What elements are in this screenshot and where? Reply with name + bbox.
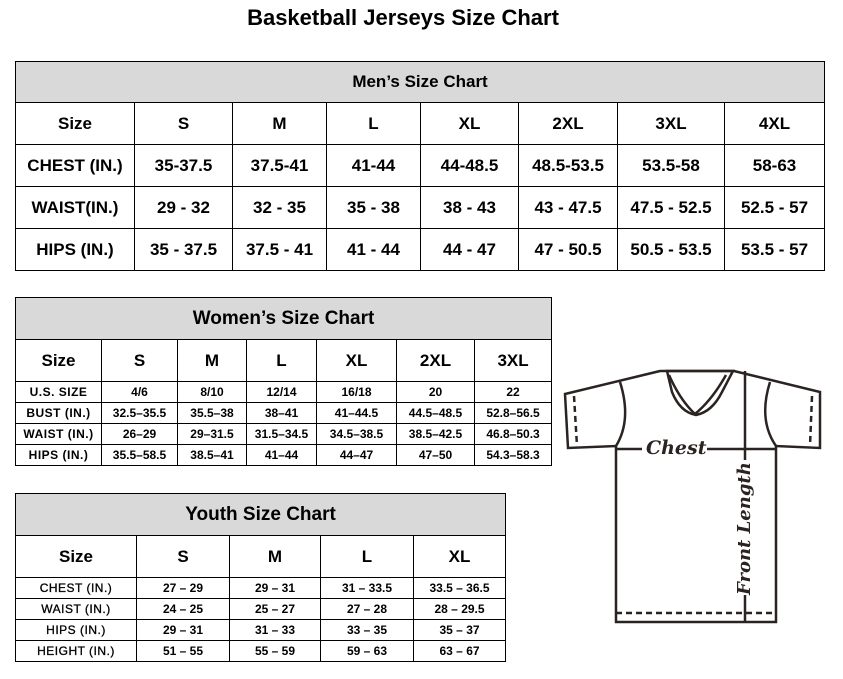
table-row: WAIST (IN.) 26–29 29–31.5 31.5–34.5 34.5–38.… [15, 423, 553, 445]
table-cell: 58-63 [723, 144, 826, 187]
table-cell: 55 – 59 [229, 640, 321, 662]
table-cell: 27 – 29 [136, 577, 230, 599]
row-label: BUST (IN.) [15, 402, 102, 424]
table-heading: Men’s Size Chart [14, 61, 826, 103]
table-row: CHEST (IN.) 35-37.5 37.5-41 41-44 44-48.5 48.… [15, 144, 826, 187]
table-cell: 31 – 33 [229, 619, 321, 641]
row-label: CHEST (IN.) [15, 144, 135, 187]
column-header: L [326, 102, 421, 145]
table-cell: 59 – 63 [320, 640, 414, 662]
table-cell: 37.5 - 41 [232, 228, 327, 271]
row-label: WAIST(IN.) [15, 186, 135, 229]
row-label: HIPS (IN.) [15, 444, 102, 466]
column-header: XL [412, 535, 507, 578]
table-cell: 35.5–38 [177, 402, 247, 424]
table-cell: 44-48.5 [420, 144, 519, 187]
table-cell: 28 – 29.5 [412, 598, 507, 620]
table-cell: 31.5–34.5 [246, 423, 317, 445]
table-cell: 51 – 55 [136, 640, 230, 662]
table-cell: 33.5 – 36.5 [412, 577, 507, 599]
table-cell: 53.5-58 [617, 144, 725, 187]
table-cell: 29 – 31 [136, 619, 230, 641]
table-cell: 43 - 47.5 [518, 186, 618, 229]
chest-label: Chest [646, 437, 707, 459]
table-cell: 38.5–42.5 [396, 423, 475, 445]
column-header: M [229, 535, 321, 578]
youth-size-table: Youth Size Chart Size S M L XL CHEST (IN.) 27 –… [14, 493, 507, 662]
column-header: Size [15, 535, 137, 578]
table-cell: 53.5 - 57 [723, 228, 826, 271]
table-cell: 54.3–58.3 [473, 444, 553, 466]
table-row: WAIST (IN.) 24 – 25 25 – 27 27 – 28 28 – 29.… [15, 598, 507, 620]
row-label: HEIGHT (IN.) [15, 640, 137, 662]
column-header: XL [420, 102, 519, 145]
table-cell: 25 – 27 [229, 598, 321, 620]
table-cell: 48.5-53.5 [518, 144, 618, 187]
table-cell: 47 - 50.5 [518, 228, 618, 271]
column-header: 3XL [617, 102, 725, 145]
column-header: L [246, 339, 317, 382]
shirt-outline [563, 369, 822, 624]
column-header: 2XL [518, 102, 618, 145]
table-cell: 34.5–38.5 [316, 423, 397, 445]
table-cell: 47–50 [396, 444, 475, 466]
table-row: HIPS (IN.) 35.5–58.5 38.5–41 41–44 44–47 47–5… [15, 444, 553, 466]
table-cell: 24 – 25 [136, 598, 230, 620]
table-cell: 44.5–48.5 [396, 402, 475, 424]
table-cell: 41–44 [246, 444, 317, 466]
table-cell: 46.8–50.3 [473, 423, 553, 445]
table-row: HIPS (IN.) 35 - 37.5 37.5 - 41 41 - 44 44 - … [15, 228, 826, 271]
table-row: BUST (IN.) 32.5–35.5 35.5–38 38–41 41–44.5 44… [15, 402, 553, 424]
table-cell: 35 - 38 [326, 186, 421, 229]
column-header: S [134, 102, 233, 145]
table-heading: Youth Size Chart [14, 493, 507, 536]
table-cell: 38 - 43 [420, 186, 519, 229]
womens-size-table: Women’s Size Chart Size S M L XL 2XL 3XL U.S. SI… [14, 297, 553, 466]
table-cell: 52.5 - 57 [723, 186, 826, 229]
column-header: L [320, 535, 414, 578]
table-cell: 52.8–56.5 [473, 402, 553, 424]
column-header: S [136, 535, 230, 578]
table-cell: 32 - 35 [232, 186, 327, 229]
mens-size-table: Men’s Size Chart Size S M L XL 2XL 3XL 4XL CHEST … [14, 61, 826, 271]
table-row: U.S. SIZE 4/6 8/10 12/14 16/18 20 22 [15, 381, 553, 403]
table-cell: 35 - 37.5 [134, 228, 233, 271]
table-row: WAIST(IN.) 29 - 32 32 - 35 35 - 38 38 - 43 43… [15, 186, 826, 229]
row-label: HIPS (IN.) [15, 228, 135, 271]
table-cell: 41-44 [326, 144, 421, 187]
table-cell: 26–29 [101, 423, 178, 445]
front-length-label: Front Length [734, 462, 755, 596]
page-title: Basketball Jerseys Size Chart [247, 5, 559, 30]
table-cell: 33 – 35 [320, 619, 414, 641]
column-header: Size [15, 339, 102, 382]
row-label: WAIST (IN.) [15, 598, 137, 620]
table-row: HEIGHT (IN.) 51 – 55 55 – 59 59 – 63 63 – 67 [15, 640, 507, 662]
table-row: CHEST (IN.) 27 – 29 29 – 31 31 – 33.5 33.5 –… [15, 577, 507, 599]
table-cell: 38–41 [246, 402, 317, 424]
column-header: M [232, 102, 327, 145]
table-cell: 29–31.5 [177, 423, 247, 445]
column-header: 2XL [396, 339, 475, 382]
table-cell: 38.5–41 [177, 444, 247, 466]
table-cell: 41 - 44 [326, 228, 421, 271]
table-cell: 63 – 67 [412, 640, 507, 662]
